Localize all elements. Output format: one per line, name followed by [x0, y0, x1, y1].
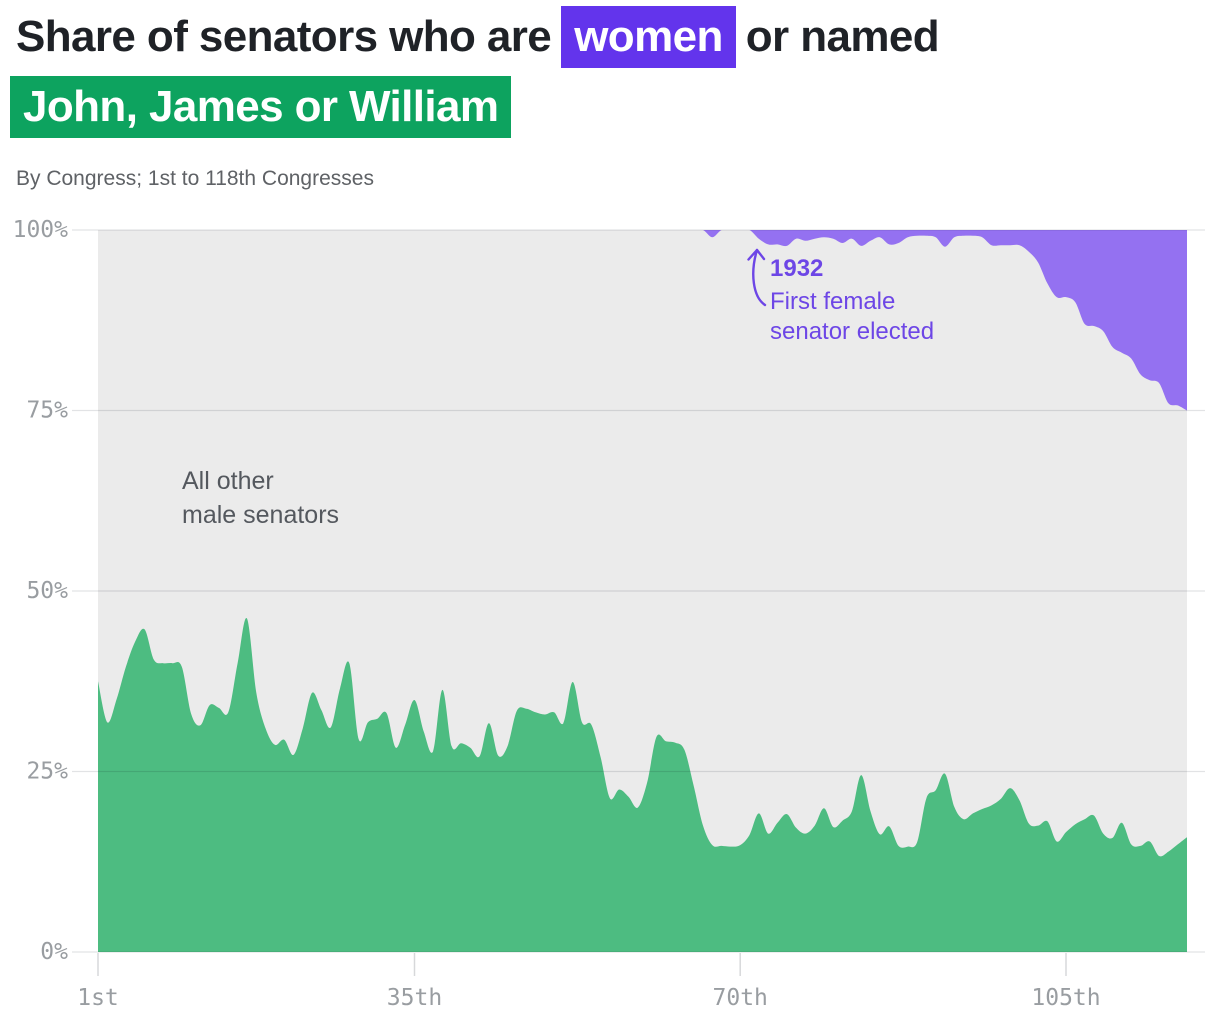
x-axis-label: 35th	[387, 985, 442, 1011]
title-highlight-women: women	[561, 6, 736, 68]
y-axis-label: 75%	[26, 398, 68, 424]
annotation-1932: 1932 First female senator elected	[770, 254, 934, 347]
area-women	[98, 230, 1187, 411]
title-highlight-names: John, James or William	[10, 76, 512, 138]
title-text-2: or named	[745, 12, 940, 61]
gray-area-label-line1: All other	[182, 467, 274, 495]
x-axis-label: 105th	[1031, 985, 1100, 1011]
y-axis-label: 25%	[26, 759, 68, 785]
title-text-1: Share of senators who are	[16, 12, 552, 61]
annotation-line1: First female	[770, 288, 896, 315]
page-title-line1: Share of senators who are women or named	[16, 6, 940, 68]
annotation-year: 1932	[770, 255, 824, 282]
area-john-james-william	[98, 617, 1187, 952]
y-axis-label: 100%	[13, 217, 69, 243]
gray-area-label-line2: male senators	[182, 501, 340, 529]
gray-area-label: All other male senators	[182, 464, 339, 532]
page-title-line2: John, James or William	[10, 76, 512, 138]
chart-subtitle: By Congress; 1st to 118th Congresses	[16, 167, 374, 190]
x-axis-label: 1st	[77, 985, 119, 1011]
annotation-arrow-icon	[740, 242, 772, 315]
y-axis-label: 50%	[26, 578, 68, 604]
annotation-line2: senator elected	[770, 318, 935, 345]
x-axis-label: 70th	[713, 985, 768, 1011]
y-axis-label: 0%	[40, 939, 68, 965]
